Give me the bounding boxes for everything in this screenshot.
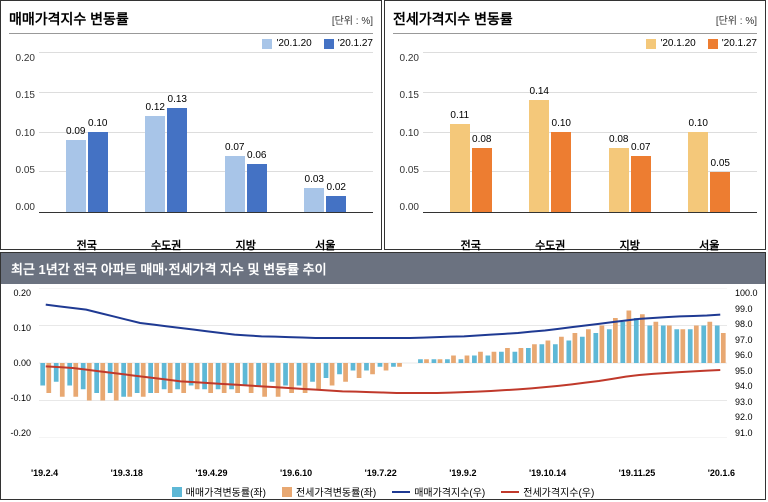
chart3-legend: 매매가격변동률(좌)전세가격변동률(좌)매매가격지수(우)전세가격지수(우)	[1, 484, 765, 499]
chart1-title: 매매가격지수 변동률	[9, 9, 129, 29]
chart2-title: 전세가격지수 변동률	[393, 9, 513, 29]
sale-price-chart: 매매가격지수 변동률 [단위 : %] '20.1.20'20.1.27 0.2…	[0, 0, 382, 250]
chart2-unit: [단위 : %]	[716, 12, 757, 27]
chart1-plot: 0.090.100.120.130.070.060.030.02	[39, 53, 373, 213]
chart3-yaxis-right: 100.099.098.097.096.095.094.093.092.091.…	[735, 288, 761, 438]
chart3-title: 최근 1년간 전국 아파트 매매·전세가격 지수 및 변동률 추이	[1, 253, 765, 284]
chart3-yaxis-left: 0.200.100.00-0.10-0.20	[5, 288, 31, 438]
trend-chart: 최근 1년간 전국 아파트 매매·전세가격 지수 및 변동률 추이 0.200.…	[0, 252, 766, 500]
chart3-bars	[39, 288, 727, 438]
chart1-xaxis: 전국수도권지방서울	[9, 237, 373, 253]
chart1-legend: '20.1.20'20.1.27	[9, 38, 373, 49]
chart3-xaxis: '19.2.4'19.3.18'19.4.29'19.6.10'19.7.22'…	[31, 468, 735, 478]
chart2-yaxis: 0.200.150.100.050.00	[393, 53, 423, 213]
chart2-legend: '20.1.20'20.1.27	[393, 38, 757, 49]
chart2-xaxis: 전국수도권지방서울	[393, 237, 757, 253]
chart1-unit: [단위 : %]	[332, 12, 373, 27]
chart1-yaxis: 0.200.150.100.050.00	[9, 53, 39, 213]
chart2-plot: 0.110.080.140.100.080.070.100.05	[423, 53, 757, 213]
chart3-plot	[39, 288, 727, 438]
rent-price-chart: 전세가격지수 변동률 [단위 : %] '20.1.20'20.1.27 0.2…	[384, 0, 766, 250]
